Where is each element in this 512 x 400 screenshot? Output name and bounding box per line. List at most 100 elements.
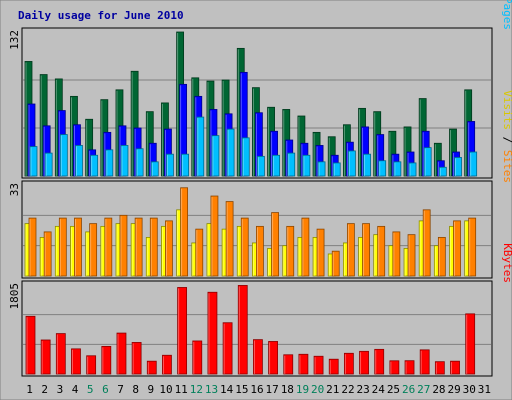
day-label: 28: [432, 383, 445, 396]
day-label: 1: [26, 383, 33, 396]
day-label: 26: [402, 383, 415, 396]
day-label: 14: [220, 383, 234, 396]
pages-bar: [287, 152, 296, 177]
kbytes-bar: [86, 355, 97, 375]
kbytes-bar: [207, 291, 218, 375]
kbytes-bar: [268, 341, 278, 375]
kbytes-bar: [389, 360, 400, 375]
pages-bar: [378, 160, 387, 177]
visits-sites-legend-separator: /: [501, 130, 512, 150]
kbytes-bar: [40, 339, 51, 375]
kbytes-bar: [328, 358, 339, 375]
day-label: 22: [341, 383, 354, 396]
pages-bar: [211, 135, 220, 177]
day-label: 4: [72, 383, 79, 396]
sites-bar: [119, 214, 128, 277]
kbytes-max-label: 1805: [8, 283, 21, 310]
hits-files-pages-panel: 132 Hits / Files / Pages: [8, 0, 512, 179]
legend-kbytes: KBytes: [501, 243, 512, 283]
sites-bar: [165, 220, 173, 277]
day-label: 11: [175, 383, 188, 396]
sites-bar: [240, 217, 249, 277]
pages-bar: [226, 128, 235, 177]
day-label: 9: [148, 383, 155, 396]
chart-title: Daily usage for June 2010: [18, 9, 184, 22]
pages-bar: [347, 150, 356, 177]
kbytes-bar: [313, 355, 324, 375]
sites-bar: [225, 201, 234, 277]
pages-bar: [393, 161, 402, 177]
sites-bar: [468, 217, 477, 277]
sites-bar: [58, 217, 67, 277]
sites-bar: [149, 217, 158, 277]
pages-bar: [166, 153, 174, 177]
pages-bar: [90, 154, 99, 177]
day-label: 30: [463, 383, 476, 396]
hits-files-pages-max-label: 132: [8, 30, 21, 50]
day-label: 17: [266, 383, 279, 396]
kbytes-bar: [101, 345, 112, 375]
day-label: 7: [117, 383, 124, 396]
kbytes-bar: [434, 361, 445, 375]
kbytes-bar: [177, 287, 188, 375]
sites-bar: [392, 231, 401, 277]
day-label: 13: [205, 383, 218, 396]
kbytes-bar: [162, 354, 172, 375]
kbytes-bar: [419, 349, 430, 375]
pages-bar: [196, 116, 205, 177]
legend-sites: Sites: [501, 150, 512, 183]
pages-bar: [332, 162, 341, 177]
pages-bar: [75, 145, 83, 177]
kbytes-bar: [25, 315, 36, 375]
day-labels: 1 2 3 4 5 6 7 8 9 10 11 12 13 14 15 16 17 18 19 20 21 22 23 24 2…: [26, 383, 491, 396]
pages-bar: [438, 166, 447, 177]
sites-bar: [301, 217, 310, 277]
kbytes-bar: [192, 340, 203, 375]
kbytes-bar: [146, 360, 157, 375]
sites-bar: [210, 195, 219, 277]
day-label: 18: [281, 383, 294, 396]
pages-bar: [469, 151, 478, 177]
kbytes-legend: KBytes: [501, 243, 512, 283]
pages-bar: [408, 162, 417, 177]
pages-bar: [59, 134, 68, 177]
day-label: 27: [417, 383, 430, 396]
kbytes-bar: [253, 339, 263, 375]
sites-bar: [271, 212, 279, 277]
day-label: 8: [132, 383, 139, 396]
kbytes-bar: [131, 342, 142, 375]
kbytes-bar: [404, 360, 415, 375]
pages-bar: [423, 147, 432, 177]
day-label: 19: [296, 383, 309, 396]
kbytes-bar: [465, 313, 476, 375]
visits-sites-legend: Visits / Sites: [501, 90, 512, 183]
pages-bar: [120, 145, 129, 177]
visits-sites-panel: 33 Visits / Sites: [8, 90, 512, 279]
kbytes-bar: [450, 360, 460, 375]
pages-bar: [150, 161, 159, 177]
sites-bar: [256, 225, 264, 277]
day-label: 23: [357, 383, 370, 396]
sites-bar: [89, 223, 98, 277]
kbytes-bar: [222, 322, 233, 375]
day-label: 21: [326, 383, 339, 396]
sites-bar: [43, 231, 52, 277]
sites-bar: [134, 217, 143, 277]
kbytes-bar: [283, 354, 294, 375]
kbytes-bar: [298, 353, 309, 375]
day-label: 29: [447, 383, 460, 396]
sites-bar: [377, 225, 386, 277]
kbytes-bar: [116, 332, 127, 375]
sites-bar: [346, 223, 355, 277]
kbytes-bar: [343, 352, 354, 375]
pages-bar: [181, 153, 190, 177]
pages-bar: [454, 157, 462, 177]
day-label: 2: [41, 383, 48, 396]
sites-bar: [286, 225, 295, 277]
day-label: 16: [250, 383, 263, 396]
sites-bar: [453, 220, 461, 277]
legend-pages: Pages: [501, 0, 512, 30]
day-label: 15: [235, 383, 248, 396]
day-label: 5: [87, 383, 94, 396]
